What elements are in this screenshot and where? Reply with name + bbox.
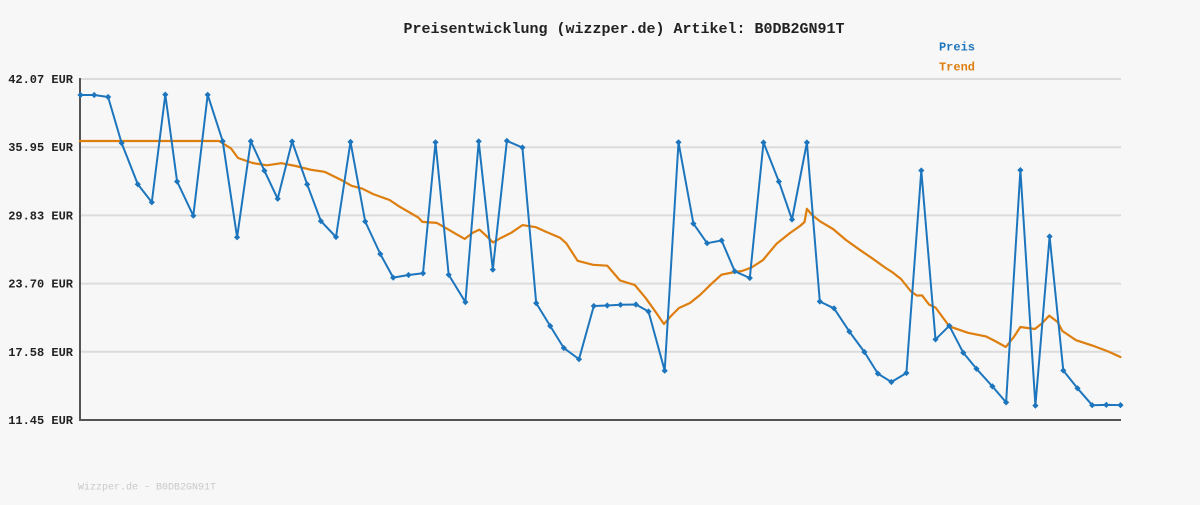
svg-text:Preisentwicklung (wizzper.de): Preisentwicklung (wizzper.de) Artikel: B… [403,21,844,38]
svg-text:17.58 EUR: 17.58 EUR [8,346,74,360]
svg-text:42.07 EUR: 42.07 EUR [8,73,74,87]
svg-text:Trend: Trend [939,61,975,75]
svg-text:29.83 EUR: 29.83 EUR [8,209,74,223]
svg-text:11.45 EUR: 11.45 EUR [8,414,74,428]
svg-text:35.95 EUR: 35.95 EUR [8,141,74,155]
svg-text:Preis: Preis [939,41,975,55]
svg-text:23.70 EUR: 23.70 EUR [8,278,74,292]
svg-text:Wizzper.de - B0DB2GN91T: Wizzper.de - B0DB2GN91T [78,482,216,494]
